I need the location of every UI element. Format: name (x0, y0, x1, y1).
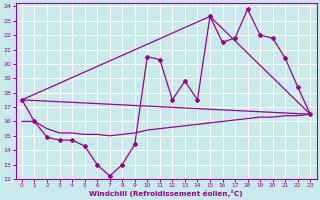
X-axis label: Windchill (Refroidissement éolien,°C): Windchill (Refroidissement éolien,°C) (89, 190, 243, 197)
